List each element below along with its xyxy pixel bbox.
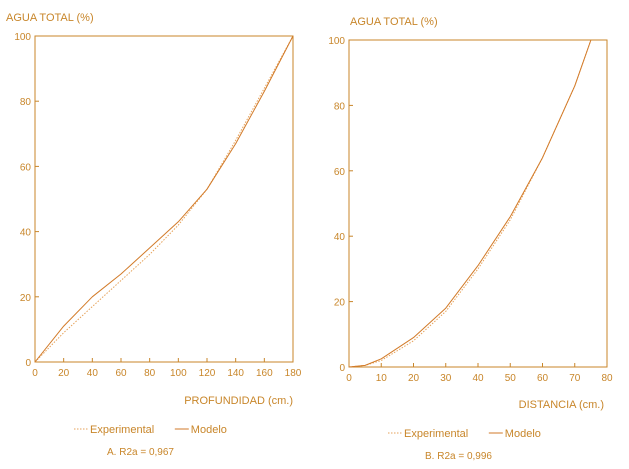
x-tick-label: 30 <box>440 373 452 384</box>
x-tick-label: 60 <box>115 368 127 379</box>
chart-title: AGUA TOTAL (%) <box>6 12 94 24</box>
legend-label-modelo: Modelo <box>505 428 541 440</box>
y-tick-label: 20 <box>20 293 32 304</box>
x-tick-label: 180 <box>285 368 302 379</box>
series-line-modelo <box>34 35 294 363</box>
caption: A. R2a = 0,967 <box>107 447 174 458</box>
caption: B. R2a = 0,996 <box>425 451 492 462</box>
x-tick-label: 0 <box>32 368 38 379</box>
x-tick-label: 50 <box>505 373 517 384</box>
series-line-modelo <box>348 39 592 368</box>
x-tick-label: 70 <box>569 373 581 384</box>
series-line-experimental <box>34 35 294 363</box>
y-tick-label: 80 <box>334 101 346 112</box>
x-tick-label: 140 <box>227 368 244 379</box>
y-tick-label: 60 <box>20 162 32 173</box>
x-tick-label: 0 <box>346 373 352 384</box>
y-tick-label: 20 <box>334 298 346 309</box>
x-tick-label: 20 <box>58 368 70 379</box>
y-tick-label: 80 <box>20 97 32 108</box>
x-tick-label: 40 <box>472 373 484 384</box>
legend: Experimental Modelo <box>74 424 227 436</box>
legend: Experimental Modelo <box>388 428 541 440</box>
x-tick-label: 40 <box>87 368 99 379</box>
y-tick-label: 40 <box>334 232 346 243</box>
x-tick-label: 80 <box>601 373 613 384</box>
legend-label-experimental: Experimental <box>404 428 468 440</box>
y-tick-label: 40 <box>20 228 32 239</box>
plot-frame <box>34 35 294 363</box>
x-tick-label: 60 <box>537 373 549 384</box>
x-tick-label: 10 <box>376 373 388 384</box>
x-tick-label: 20 <box>408 373 420 384</box>
chart-a: Experimental Modelo <box>34 35 294 436</box>
x-tick-label: 120 <box>199 368 216 379</box>
chart-b: Experimental Modelo <box>348 39 608 440</box>
x-axis-label: DISTANCIA (cm.) <box>519 399 604 411</box>
y-tick-label: 100 <box>328 36 345 47</box>
y-tick-label: 0 <box>339 363 345 374</box>
series-line-experimental <box>348 39 592 368</box>
legend-label-modelo: Modelo <box>191 424 227 436</box>
y-tick-label: 0 <box>25 358 31 369</box>
x-tick-label: 160 <box>256 368 273 379</box>
x-tick-label: 80 <box>144 368 156 379</box>
x-axis-label: PROFUNDIDAD (cm.) <box>184 395 293 407</box>
y-tick-label: 60 <box>334 167 346 178</box>
x-tick-label: 100 <box>170 368 187 379</box>
y-tick-label: 100 <box>14 32 31 43</box>
chart-title: AGUA TOTAL (%) <box>350 16 438 28</box>
legend-label-experimental: Experimental <box>90 424 154 436</box>
plot-frame <box>348 39 608 368</box>
